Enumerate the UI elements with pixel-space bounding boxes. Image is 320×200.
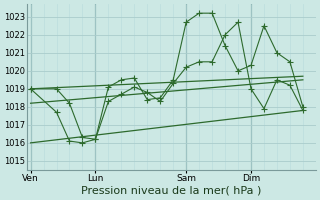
X-axis label: Pression niveau de la mer( hPa ): Pression niveau de la mer( hPa ) (81, 186, 261, 196)
